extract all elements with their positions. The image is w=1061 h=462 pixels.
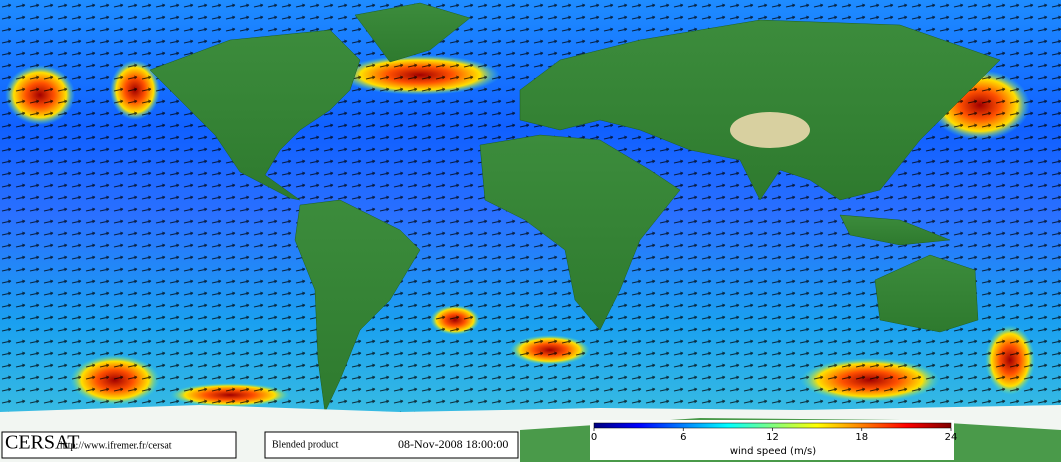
info-box — [264, 431, 519, 459]
colorbar-label: wind speed (m/s) — [730, 446, 816, 457]
greenland — [354, 2, 471, 63]
africa — [479, 134, 681, 331]
colorbar-bar — [593, 422, 952, 429]
colorbar-tick-label: 0 — [591, 432, 597, 443]
eurasia — [519, 19, 1001, 201]
logo-box — [1, 431, 237, 459]
timestamp: 08-Nov-2008 18:00:00 — [398, 437, 508, 451]
product: Blended product — [272, 439, 339, 450]
url: http://www.ifremer.fr/cersat — [60, 440, 172, 451]
indonesia — [839, 214, 951, 246]
colorbar-tick-label: 18 — [855, 432, 868, 443]
colorbar-tick-label: 24 — [945, 432, 958, 443]
continents — [149, 2, 1001, 413]
north-america — [149, 29, 361, 201]
colorbar: 0 6 12 18 24 — [591, 422, 958, 443]
colorbar-tick-label: 12 — [766, 432, 779, 443]
south-america — [294, 199, 421, 413]
tibet-plateau — [730, 112, 810, 148]
colorbar-tick-label: 6 — [680, 432, 686, 443]
australia — [874, 254, 979, 333]
logo: CERSAT — [5, 432, 79, 454]
